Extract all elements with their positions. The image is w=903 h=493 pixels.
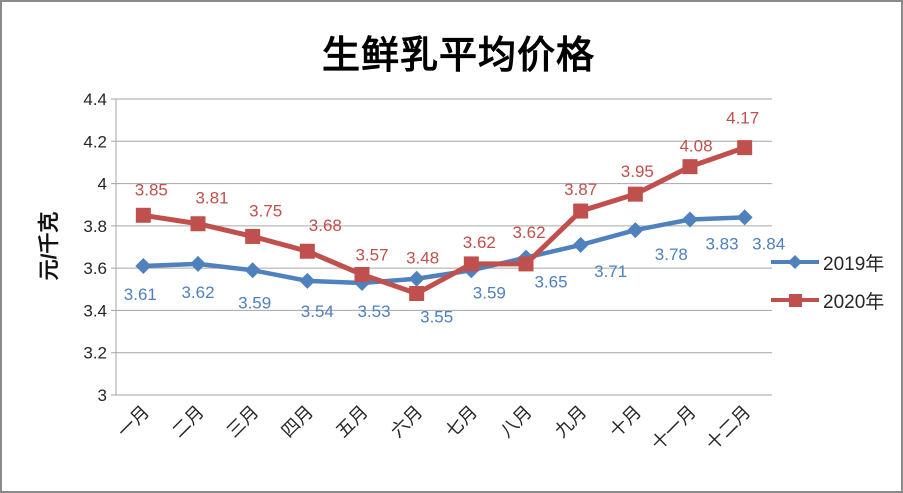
x-category-label: 一月 xyxy=(114,402,154,442)
data-label: 3.75 xyxy=(249,201,282,220)
data-label: 3.85 xyxy=(135,180,168,199)
data-point-marker xyxy=(572,236,589,253)
legend-swatch-2019 xyxy=(771,255,819,269)
legend-item-2020: 2020年 xyxy=(770,286,884,314)
y-tick-label: 4 xyxy=(98,175,107,194)
data-label: 3.81 xyxy=(195,189,228,208)
data-label: 3.83 xyxy=(705,235,738,254)
legend-label-2019: 2019年 xyxy=(823,253,885,275)
data-label: 3.62 xyxy=(512,223,545,242)
y-tick-label: 3.2 xyxy=(83,344,107,363)
data-point-marker xyxy=(299,272,316,289)
square-marker-icon xyxy=(789,294,802,307)
x-category-label: 三月 xyxy=(223,402,263,442)
data-label: 3.57 xyxy=(355,245,388,264)
data-point-marker xyxy=(627,222,644,239)
data-label: 3.71 xyxy=(594,262,627,281)
data-point-marker xyxy=(190,216,206,232)
x-category-label: 十月 xyxy=(606,402,646,442)
data-label: 3.68 xyxy=(309,216,342,235)
data-label: 3.53 xyxy=(357,302,390,321)
x-category-label: 七月 xyxy=(442,402,482,442)
data-point-marker xyxy=(573,203,589,219)
data-point-marker xyxy=(299,243,315,259)
diamond-marker-icon xyxy=(788,255,802,269)
series-line-2020年 xyxy=(142,145,746,297)
data-point-marker xyxy=(682,159,698,175)
data-label: 3.84 xyxy=(752,234,785,253)
data-point-marker xyxy=(245,228,261,244)
data-point-marker xyxy=(463,256,479,272)
legend-swatch-2020 xyxy=(771,294,819,307)
data-label: 3.48 xyxy=(406,249,439,268)
y-tick-label: 3 xyxy=(98,386,107,405)
data-point-marker xyxy=(135,207,151,223)
data-label: 3.59 xyxy=(238,293,271,312)
data-point-marker xyxy=(409,286,425,302)
data-point-marker xyxy=(354,266,370,282)
y-tick-label: 4.2 xyxy=(83,132,107,151)
x-category-label: 四月 xyxy=(278,402,318,442)
x-category-label: 六月 xyxy=(387,402,427,442)
data-point-marker xyxy=(736,209,753,226)
data-label: 3.62 xyxy=(463,233,496,252)
chart-title: 生鲜乳平均价格 xyxy=(321,35,595,77)
data-label: 3.78 xyxy=(655,245,688,264)
data-label: 3.55 xyxy=(420,308,453,327)
legend-item-2019: 2019年 xyxy=(770,248,884,276)
data-label: 3.95 xyxy=(621,162,654,181)
data-point-marker xyxy=(408,270,425,287)
x-category-label: 五月 xyxy=(332,402,372,442)
data-label: 3.65 xyxy=(534,273,567,292)
x-category-label: 九月 xyxy=(551,402,591,442)
data-label: 3.61 xyxy=(124,285,157,304)
x-category-label: 十一月 xyxy=(648,402,700,454)
data-point-marker xyxy=(737,140,753,156)
x-category-label: 八月 xyxy=(496,402,536,442)
data-label: 3.87 xyxy=(564,180,597,199)
legend: 2019年 2020年 xyxy=(770,248,884,314)
data-label: 3.59 xyxy=(473,283,506,302)
x-category-label: 二月 xyxy=(168,402,208,442)
data-label: 3.62 xyxy=(181,283,214,302)
data-point-marker xyxy=(244,262,261,279)
data-point-marker xyxy=(682,211,698,228)
data-label: 3.54 xyxy=(301,302,334,321)
data-point-marker xyxy=(518,256,534,272)
data-label: 4.17 xyxy=(726,109,759,128)
data-point-marker xyxy=(190,255,206,272)
data-point-marker xyxy=(135,258,152,275)
series-line-2019年 xyxy=(143,215,745,286)
data-point-marker xyxy=(627,186,643,202)
y-tick-label: 4.4 xyxy=(83,90,107,109)
y-tick-label: 3.6 xyxy=(83,259,107,278)
y-tick-label: 3.4 xyxy=(83,301,107,320)
legend-label-2020: 2020年 xyxy=(823,291,885,313)
data-label: 4.08 xyxy=(679,137,712,156)
y-tick-label: 3.8 xyxy=(83,217,107,236)
x-category-label: 十二月 xyxy=(702,402,754,454)
